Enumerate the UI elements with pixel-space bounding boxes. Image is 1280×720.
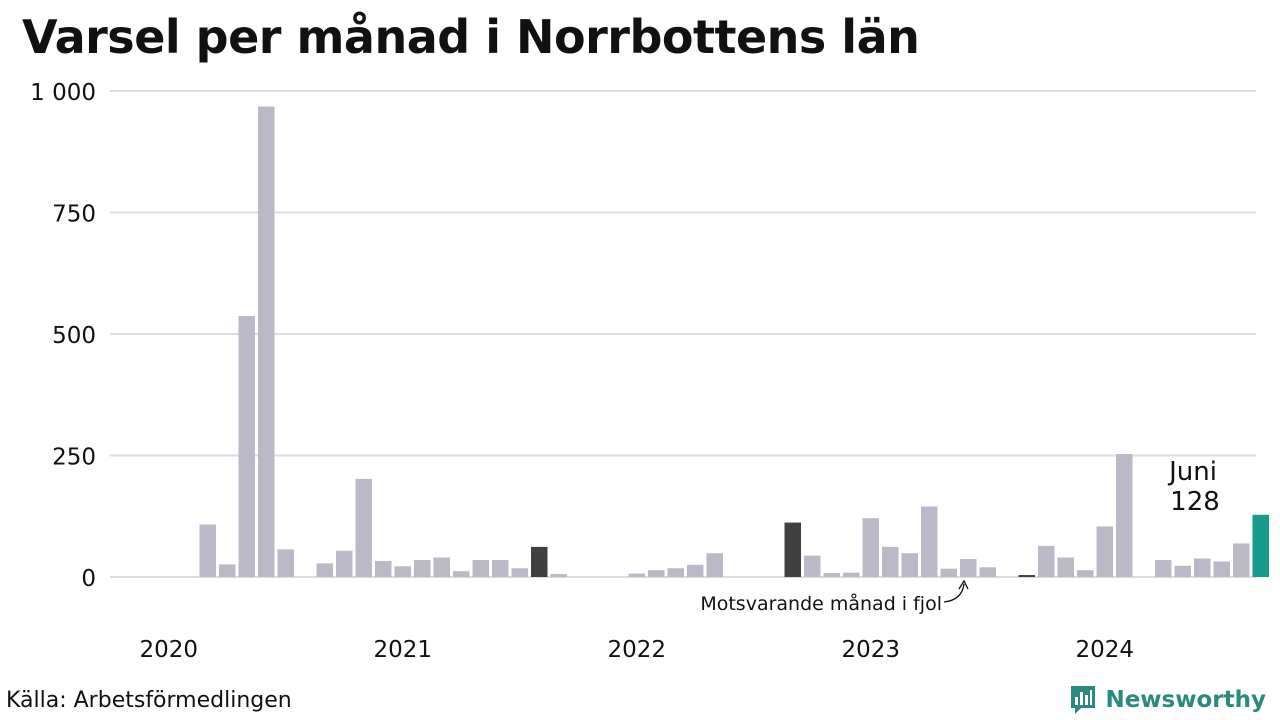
bar-month-21 (550, 574, 567, 577)
bar-month-34 (804, 555, 821, 577)
annotation-arrow (943, 583, 965, 603)
y-axis-ticks: 0 250 500 750 1 000 (30, 80, 96, 592)
x-year-label: 2024 (1075, 637, 1134, 663)
bar-month-54 (1194, 558, 1211, 577)
gridlines (110, 90, 1256, 578)
brand-name: Newsworthy (1105, 687, 1266, 713)
bar-month-20 (531, 546, 548, 577)
current-value-label: 128 (1170, 487, 1220, 517)
bar-month-55 (1213, 561, 1230, 577)
y-tick-label: 1 000 (30, 80, 96, 106)
bar-month-12 (375, 560, 392, 577)
bars (199, 106, 1269, 577)
x-axis-year-labels: 2020 2021 2022 2023 2024 (139, 637, 1134, 663)
bar-month-41 (940, 568, 957, 577)
bar-month-26 (648, 570, 665, 577)
bar-month-28 (687, 564, 704, 577)
bar-month-56 (1233, 543, 1250, 577)
bar-month-40 (921, 506, 938, 577)
x-year-label: 2022 (607, 637, 666, 663)
bar-month-57 (1252, 514, 1269, 577)
x-year-label: 2021 (373, 637, 432, 663)
brand-logo: Newsworthy (1069, 684, 1266, 716)
bar-month-10 (336, 550, 353, 577)
bar-month-5 (238, 316, 255, 577)
bar-month-42 (960, 559, 977, 577)
bar-month-9 (316, 563, 333, 577)
bar-month-38 (882, 546, 899, 577)
bar-month-39 (901, 553, 918, 577)
bar-month-16 (453, 571, 470, 577)
bar-month-3 (199, 524, 216, 577)
x-year-label: 2023 (841, 637, 900, 663)
bar-month-14 (414, 559, 431, 577)
chart-title: Varsel per månad i Norrbottens län (22, 10, 920, 64)
y-tick-label: 750 (52, 202, 96, 228)
current-month-label: Juni (1167, 457, 1217, 487)
y-tick-label: 500 (52, 323, 96, 349)
bar-month-37 (862, 518, 879, 577)
bar-month-27 (667, 568, 684, 577)
newsworthy-logo-icon (1071, 686, 1096, 714)
previous-year-annotation: Motsvarande månad i fjol (700, 592, 942, 615)
bar-month-15 (433, 557, 450, 577)
x-year-label: 2020 (139, 637, 198, 663)
annotation-arrow-head (958, 579, 969, 590)
bar-month-17 (472, 559, 489, 577)
bar-month-52 (1155, 559, 1172, 577)
source-note: Källa: Arbetsförmedlingen (6, 688, 292, 713)
bar-chart: 0 250 500 750 1 000 2020 2021 2022 2023 2024 Mot… (30, 80, 1269, 663)
bar-month-35 (823, 573, 840, 577)
bar-month-18 (492, 559, 509, 577)
y-tick-label: 0 (81, 566, 96, 592)
bar-month-36 (843, 572, 860, 577)
bar-month-25 (628, 573, 645, 577)
bar-month-33 (784, 522, 801, 577)
bar-month-13 (394, 566, 411, 577)
annotations: Motsvarande månad i fjol Juni 128 (700, 457, 1219, 615)
bar-month-47 (1057, 557, 1074, 577)
bar-month-49 (1096, 526, 1113, 577)
bar-month-7 (277, 549, 294, 577)
bar-month-29 (706, 553, 723, 577)
bar-month-45 (1018, 575, 1035, 577)
bar-month-4 (219, 564, 236, 577)
bar-month-50 (1116, 454, 1133, 577)
bar-month-43 (979, 567, 996, 577)
bar-month-48 (1077, 570, 1094, 577)
y-tick-label: 250 (52, 445, 96, 471)
bar-month-11 (355, 478, 372, 577)
bar-month-46 (1038, 545, 1055, 577)
bar-month-53 (1174, 565, 1191, 577)
bar-month-6 (258, 106, 275, 577)
bar-month-19 (511, 568, 528, 577)
